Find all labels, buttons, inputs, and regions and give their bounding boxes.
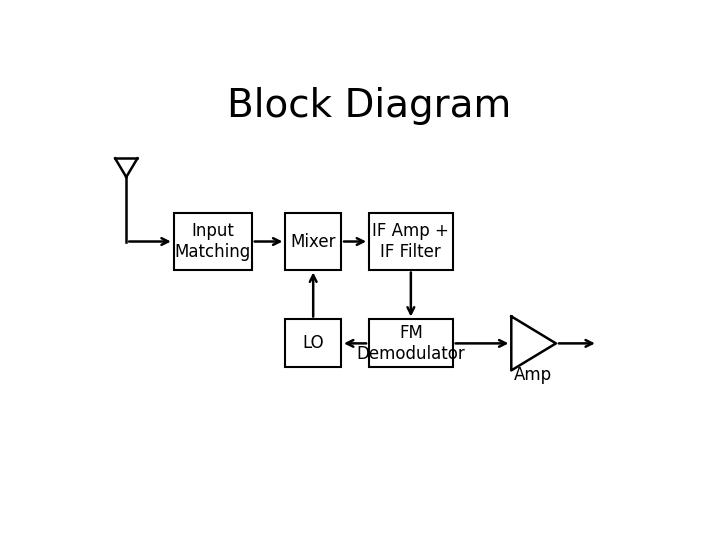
Text: FM
Demodulator: FM Demodulator <box>356 324 465 363</box>
Bar <box>285 320 341 367</box>
Text: Amp: Amp <box>513 366 552 383</box>
Text: Block Diagram: Block Diagram <box>227 87 511 125</box>
Bar <box>369 213 453 269</box>
Text: Input
Matching: Input Matching <box>175 222 251 261</box>
Text: LO: LO <box>302 334 324 353</box>
Bar <box>285 213 341 269</box>
Text: Mixer: Mixer <box>290 233 336 251</box>
Text: IF Amp +
IF Filter: IF Amp + IF Filter <box>372 222 449 261</box>
Bar <box>369 320 453 367</box>
Bar <box>174 213 252 269</box>
